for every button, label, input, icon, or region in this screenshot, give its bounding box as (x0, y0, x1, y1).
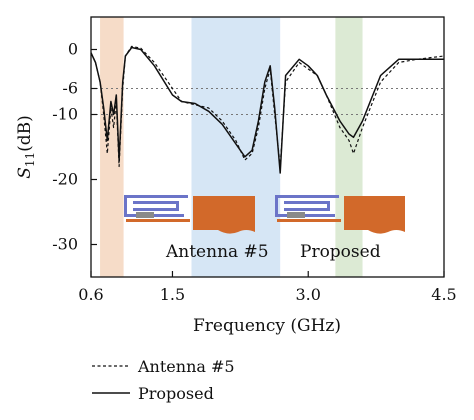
y-tick-label: -20 (52, 170, 78, 189)
x-tick-label: 3.0 (296, 285, 321, 304)
proposed-inset-icon (275, 195, 405, 234)
y-axis-title-main: S (15, 167, 35, 179)
y-tick-label: -6 (62, 79, 78, 98)
highlight-band-2 (191, 17, 281, 277)
plot-frame (90, 16, 445, 278)
x-tick-label: 4.5 (431, 285, 456, 304)
inset-label-proposed: Proposed (300, 242, 381, 262)
legend: Antenna #5 Proposed (92, 357, 235, 403)
x-tick-label: 1.5 (160, 285, 185, 304)
axis-ticks: 0.6 1.5 3.0 4.5 0 -6 -10 -20 -30 (52, 40, 456, 305)
y-axis-title-unit: (dB) (15, 115, 35, 152)
legend-label-proposed: Proposed (138, 384, 214, 403)
series-lines (90, 45, 445, 174)
antenna-5-inset-icon (124, 195, 255, 234)
reference-lines (91, 88, 444, 115)
antenna-insets: Antenna #5 Proposed (124, 195, 405, 262)
series-line-2 (90, 46, 444, 174)
y-axis-title-sub: 11 (23, 152, 37, 167)
highlight-band-1 (100, 17, 124, 277)
y-tick-label: 0 (68, 40, 78, 59)
y-axis-title: S11(dB) (15, 115, 37, 179)
highlight-band-3 (335, 17, 363, 277)
x-axis-title: Frequency (GHz) (193, 316, 341, 336)
y-tick-label: -10 (52, 105, 78, 124)
inset-label-antenna-5: Antenna #5 (165, 242, 269, 262)
y-tick-label: -30 (52, 235, 78, 254)
highlight-bands (100, 17, 363, 277)
legend-label-antenna-5: Antenna #5 (137, 357, 235, 376)
x-tick-label: 0.6 (78, 285, 103, 304)
